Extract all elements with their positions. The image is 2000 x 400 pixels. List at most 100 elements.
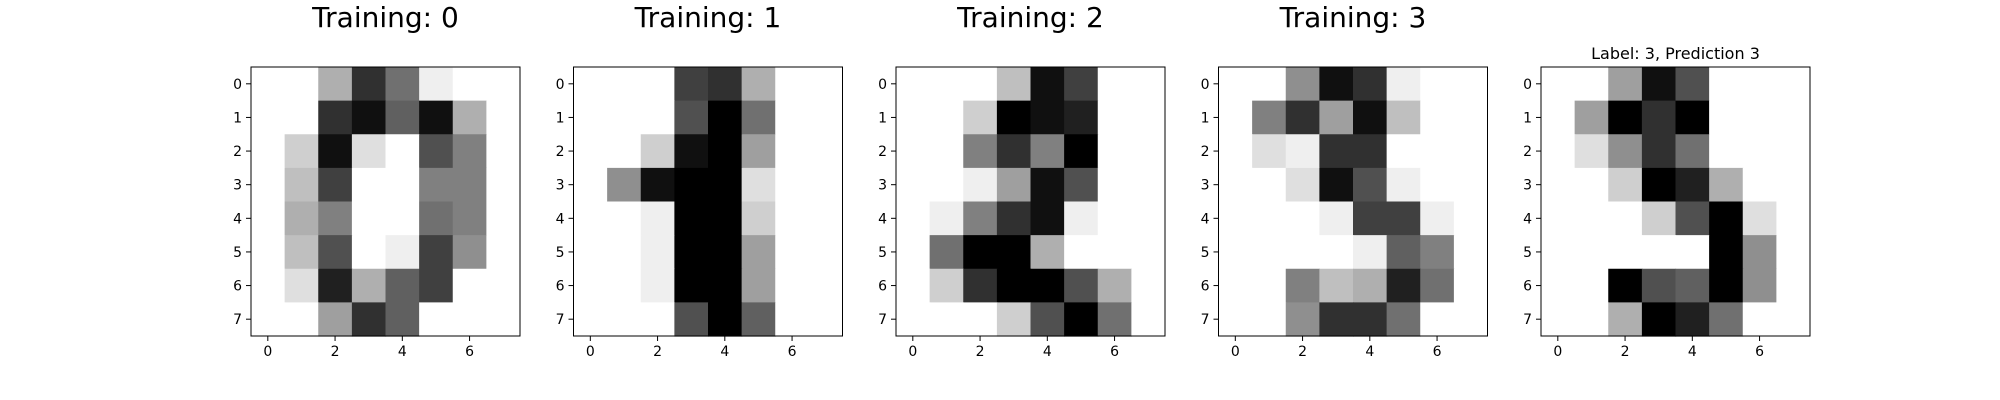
y-tick-label: 7 <box>1523 312 1532 328</box>
pixel-cell <box>1097 134 1132 169</box>
pixel-cell <box>486 268 521 303</box>
pixel-cell <box>1742 167 1777 203</box>
pixel-cell <box>284 302 319 337</box>
pixel-cell <box>929 100 964 135</box>
x-tick-label: 4 <box>1365 344 1374 360</box>
y-tick-label: 4 <box>1201 211 1210 227</box>
pixel-cell <box>1608 268 1643 303</box>
pixel-cell <box>1675 302 1710 337</box>
pixel-cell <box>1641 201 1677 236</box>
pixel-cell <box>1386 100 1421 135</box>
pixel-cell <box>1776 268 1811 303</box>
pixel-cell <box>929 235 964 270</box>
pixel-cell <box>351 100 387 135</box>
panel-title: Label: 3, Prediction 3 <box>1591 44 1760 63</box>
pixel-cell <box>775 302 810 337</box>
pixel-cell <box>808 167 844 203</box>
pixel-cell <box>741 100 776 135</box>
pixel-cell <box>1742 302 1777 337</box>
pixel-cell <box>1541 201 1576 236</box>
pixel-cell <box>1353 134 1388 169</box>
pixel-cell <box>1420 67 1455 102</box>
pixel-cell <box>1420 201 1455 236</box>
pixel-cell <box>573 302 608 337</box>
pixel-cell <box>607 100 642 135</box>
pixel-cell <box>1285 268 1320 303</box>
y-tick-label: 1 <box>1523 110 1532 126</box>
pixel-cell <box>452 268 487 303</box>
pixel-cell <box>1453 302 1489 337</box>
pixel-cell <box>419 67 454 102</box>
pixel-cell <box>896 67 931 102</box>
pixel-cell <box>318 167 353 203</box>
pixel-cell <box>284 134 319 169</box>
digit-panel: Training: 3 0 1 2 3 4 5 6 7 0 2 4 6 <box>1201 1 1489 360</box>
y-tick-label: 1 <box>556 110 565 126</box>
y-tick-label: 7 <box>233 312 242 328</box>
axes-frame <box>895 66 1166 337</box>
pixel-cell <box>284 167 319 203</box>
pixel-cell <box>1353 167 1388 203</box>
pixel-cell <box>1218 268 1253 303</box>
pixel-cell <box>1574 268 1609 303</box>
pixel-cell <box>808 201 844 236</box>
pixel-cell <box>775 268 810 303</box>
pixel-cell <box>996 134 1032 169</box>
y-tick-label: 7 <box>1201 312 1210 328</box>
pixel-cell <box>1776 134 1811 169</box>
pixel-cell <box>1541 134 1576 169</box>
pixel-cell <box>1064 134 1099 169</box>
pixel-cell <box>1675 134 1710 169</box>
pixel-cell <box>674 201 709 236</box>
pixel-cell <box>808 67 844 102</box>
pixel-cell <box>708 67 743 102</box>
x-tick-label: 0 <box>908 344 917 360</box>
pixel-cell <box>1776 201 1811 236</box>
pixel-cell <box>1353 302 1388 337</box>
pixel-cell <box>385 100 420 135</box>
x-tick-label: 0 <box>263 344 272 360</box>
pixel-cell <box>573 167 608 203</box>
pixel-cell <box>708 302 743 337</box>
pixel-cell <box>1386 268 1421 303</box>
y-tick-label: 6 <box>878 279 887 295</box>
pixel-cell <box>1131 67 1166 102</box>
pixel-cell <box>1386 134 1421 169</box>
pixel-cell <box>741 201 776 236</box>
pixel-cell <box>318 134 353 169</box>
y-tick-label: 0 <box>1201 77 1210 93</box>
pixel-cell <box>1319 100 1354 135</box>
pixel-cell <box>452 235 487 270</box>
pixel-cell <box>1641 268 1677 303</box>
pixel-cell <box>1353 268 1388 303</box>
pixel-cell <box>963 235 998 270</box>
pixel-cell <box>1574 201 1609 236</box>
pixel-cell <box>1641 235 1677 270</box>
pixel-cell <box>1218 167 1253 203</box>
x-tick-label: 2 <box>1621 344 1630 360</box>
pixel-cell <box>284 235 319 270</box>
pixel-cell <box>1218 235 1253 270</box>
y-tick-label: 2 <box>878 144 887 160</box>
pixel-cell <box>808 235 844 270</box>
y-tick-label: 3 <box>878 178 887 194</box>
axes-frame <box>1540 66 1811 337</box>
pixel-cell <box>486 201 521 236</box>
pixel-cell <box>1776 67 1811 102</box>
pixel-cell <box>674 100 709 135</box>
pixel-cell <box>896 268 931 303</box>
pixel-cell <box>385 268 420 303</box>
pixel-cell <box>963 268 998 303</box>
pixel-cell <box>1675 201 1710 236</box>
pixel-cell <box>640 67 675 102</box>
pixel-cell <box>1776 167 1811 203</box>
pixel-cell <box>963 302 998 337</box>
pixel-cell <box>929 67 964 102</box>
pixel-cell <box>808 268 844 303</box>
pixel-cell <box>1353 67 1388 102</box>
x-tick-label: 2 <box>1298 344 1307 360</box>
x-tick-label: 6 <box>1110 344 1119 360</box>
pixel-cell <box>1709 235 1744 270</box>
x-tick-label: 2 <box>976 344 985 360</box>
pixel-cell <box>963 100 998 135</box>
